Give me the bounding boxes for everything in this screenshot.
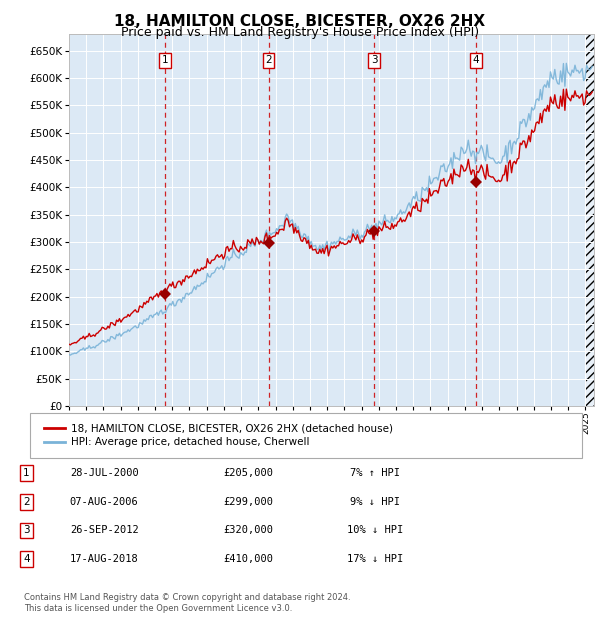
Text: Contains HM Land Registry data © Crown copyright and database right 2024.
This d: Contains HM Land Registry data © Crown c… (24, 593, 350, 613)
Text: £205,000: £205,000 (223, 468, 273, 478)
Text: £410,000: £410,000 (223, 554, 273, 564)
Text: 2: 2 (265, 55, 272, 65)
Text: 2: 2 (23, 497, 30, 507)
Text: 7% ↑ HPI: 7% ↑ HPI (350, 468, 400, 478)
Text: Price paid vs. HM Land Registry's House Price Index (HPI): Price paid vs. HM Land Registry's House … (121, 26, 479, 39)
Text: 26-SEP-2012: 26-SEP-2012 (70, 526, 139, 536)
Text: 4: 4 (23, 554, 30, 564)
Text: 17-AUG-2018: 17-AUG-2018 (70, 554, 139, 564)
Text: 3: 3 (371, 55, 377, 65)
Text: 10% ↓ HPI: 10% ↓ HPI (347, 526, 403, 536)
Text: 28-JUL-2000: 28-JUL-2000 (70, 468, 139, 478)
Legend: 18, HAMILTON CLOSE, BICESTER, OX26 2HX (detached house), HPI: Average price, det: 18, HAMILTON CLOSE, BICESTER, OX26 2HX (… (41, 420, 396, 451)
Text: £299,000: £299,000 (223, 497, 273, 507)
Text: 1: 1 (23, 468, 30, 478)
FancyBboxPatch shape (30, 413, 582, 458)
Text: 9% ↓ HPI: 9% ↓ HPI (350, 497, 400, 507)
Text: 3: 3 (23, 526, 30, 536)
Text: 18, HAMILTON CLOSE, BICESTER, OX26 2HX: 18, HAMILTON CLOSE, BICESTER, OX26 2HX (115, 14, 485, 29)
Text: 4: 4 (472, 55, 479, 65)
Text: 07-AUG-2006: 07-AUG-2006 (70, 497, 139, 507)
Text: £320,000: £320,000 (223, 526, 273, 536)
Text: 1: 1 (161, 55, 168, 65)
Text: 17% ↓ HPI: 17% ↓ HPI (347, 554, 403, 564)
